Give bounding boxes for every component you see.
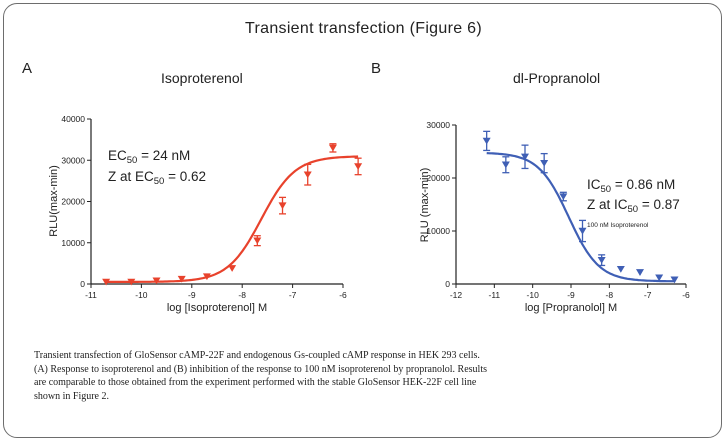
chart-a-title: Isoproterenol: [161, 70, 243, 86]
caption-line-3: are comparable to those obtained from th…: [34, 377, 477, 388]
data-point: [616, 265, 625, 273]
x-tick-label: -12: [450, 290, 463, 300]
x-tick-label: -11: [85, 290, 97, 300]
chart-a-x-axis-title: log [Isoproterenol] M: [167, 302, 267, 314]
figure-frame: [3, 3, 722, 438]
x-tick-label: -7: [644, 290, 652, 300]
chart-b: 0 10000 20000 30000 -12 -11 -10 -9 -8 -7 -6 log [Pr…: [419, 120, 690, 314]
y-tick-label: 30000: [61, 155, 85, 165]
chart-a-fit-curve: [106, 155, 359, 283]
data-point: [177, 275, 186, 283]
data-point: [328, 144, 337, 152]
chart-b-y-axis-title: RLU (max-min): [419, 168, 431, 243]
chart-b-annotation-2: Z at IC50 = 0.87: [587, 197, 680, 215]
figure-title: Transient transfection (Figure 6): [245, 20, 482, 37]
data-point: [102, 278, 111, 286]
data-point: [127, 278, 136, 286]
data-point: [636, 269, 644, 276]
x-tick-label: -8: [606, 290, 614, 300]
y-tick-label: 40000: [61, 114, 85, 124]
y-tick-label: 20000: [426, 173, 450, 183]
chart-b-note: 100 nM Isoproterenol: [587, 222, 649, 229]
data-point: [278, 202, 287, 210]
chart-a-annotation-1: EC50 = 24 nM: [108, 148, 190, 166]
chart-a: 0 10000 20000 30000 40000 -11 -10 -9 -8 -7 -6 log […: [48, 114, 363, 314]
y-tick-label: 0: [80, 279, 85, 289]
data-point: [354, 163, 363, 171]
data-point: [152, 277, 161, 285]
chart-a-y-axis-title: RLU(max-min): [48, 165, 60, 237]
chart-b-fit-curve: [486, 152, 675, 283]
chart-a-annotation-2: Z at EC50 = 0.62: [108, 169, 206, 187]
caption-line-1: Transient transfection of GloSensor cAMP…: [34, 350, 480, 361]
y-tick-label: 30000: [426, 120, 450, 130]
chart-b-title: dl-Propranolol: [513, 70, 601, 86]
x-tick-label: -10: [527, 290, 540, 300]
x-tick-label: -6: [339, 290, 347, 300]
y-tick-label: 10000: [61, 238, 85, 248]
figure-caption: Transient transfection of GloSensor cAMP…: [34, 349, 704, 403]
data-point: [482, 137, 491, 145]
panel-letter-a: A: [22, 60, 33, 77]
data-point: [578, 227, 587, 235]
y-tick-label: 20000: [61, 197, 85, 207]
data-point: [540, 159, 549, 167]
y-tick-label: 0: [445, 279, 450, 289]
data-point: [597, 256, 606, 264]
data-point: [670, 276, 679, 284]
data-point: [559, 193, 568, 201]
data-point: [202, 273, 211, 281]
data-point: [303, 171, 312, 179]
x-tick-label: -9: [567, 290, 575, 300]
x-tick-label: -10: [135, 290, 148, 300]
panel-letter-b: B: [371, 60, 382, 77]
x-tick-label: -7: [289, 290, 297, 300]
data-point: [501, 161, 510, 169]
data-point: [228, 265, 237, 272]
x-tick-label: -6: [682, 290, 690, 300]
x-tick-label: -11: [489, 290, 501, 300]
data-point: [521, 153, 529, 161]
chart-b-annotation-1: IC50 = 0.86 nM: [587, 177, 675, 195]
x-tick-label: -9: [188, 290, 196, 300]
data-point: [655, 274, 664, 282]
caption-line-4: shown in Figure 2.: [34, 390, 109, 402]
y-tick-label: 10000: [426, 226, 450, 236]
chart-b-x-axis-title: log [Propranolol] M: [525, 302, 617, 314]
caption-line-2: (A) Response to isoproterenol and (B) in…: [34, 363, 487, 375]
data-point: [253, 237, 262, 245]
x-tick-label: -8: [238, 290, 246, 300]
